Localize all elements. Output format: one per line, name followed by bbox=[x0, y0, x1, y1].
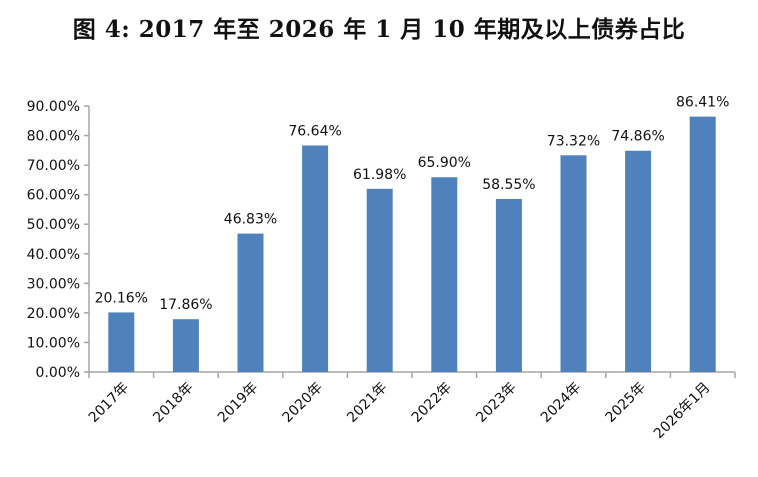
bar bbox=[495, 198, 522, 372]
x-tick-label: 2017年 bbox=[86, 380, 132, 426]
y-tick-label: 70.00% bbox=[27, 158, 80, 174]
x-tick-label: 2018年 bbox=[150, 380, 196, 426]
bar bbox=[172, 319, 199, 372]
bar bbox=[108, 312, 135, 372]
bar bbox=[431, 177, 458, 372]
y-tick-label: 80.00% bbox=[27, 129, 80, 145]
data-label: 73.32% bbox=[547, 133, 600, 149]
bar bbox=[366, 188, 393, 372]
bar bbox=[625, 150, 652, 372]
y-tick-label: 30.00% bbox=[27, 276, 80, 292]
bar bbox=[237, 233, 264, 372]
data-label: 58.55% bbox=[482, 177, 535, 193]
y-tick-label: 40.00% bbox=[27, 247, 80, 263]
data-label: 17.86% bbox=[159, 297, 212, 313]
y-tick-label: 10.00% bbox=[27, 335, 80, 351]
data-label: 86.41% bbox=[676, 95, 729, 111]
x-tick-label: 2025年 bbox=[603, 380, 649, 426]
bar bbox=[560, 155, 587, 372]
data-label: 76.64% bbox=[288, 123, 341, 139]
data-label: 61.98% bbox=[353, 167, 406, 183]
data-label: 74.86% bbox=[611, 129, 664, 145]
y-tick-label: 0.00% bbox=[36, 365, 80, 381]
x-tick-label: 2020年 bbox=[280, 380, 326, 426]
y-tick-label: 50.00% bbox=[27, 217, 80, 233]
bar bbox=[689, 116, 716, 372]
x-tick-label: 2026年1月 bbox=[651, 380, 714, 443]
x-tick-label: 2021年 bbox=[344, 380, 390, 426]
y-tick-label: 60.00% bbox=[27, 188, 80, 204]
data-label: 46.83% bbox=[224, 212, 277, 228]
bar bbox=[302, 145, 329, 372]
x-tick-label: 2024年 bbox=[538, 380, 584, 426]
y-tick-label: 20.00% bbox=[27, 306, 80, 322]
x-tick-label: 2019年 bbox=[215, 380, 261, 426]
y-tick-label: 90.00% bbox=[27, 99, 80, 115]
data-label: 20.16% bbox=[95, 290, 148, 306]
chart-title: 图 4: 2017 年至 2026 年 1 月 10 年期及以上债券占比 bbox=[72, 16, 686, 43]
x-tick-label: 2022年 bbox=[409, 380, 455, 426]
x-tick-label: 2023年 bbox=[473, 380, 519, 426]
data-label: 65.90% bbox=[418, 155, 471, 171]
